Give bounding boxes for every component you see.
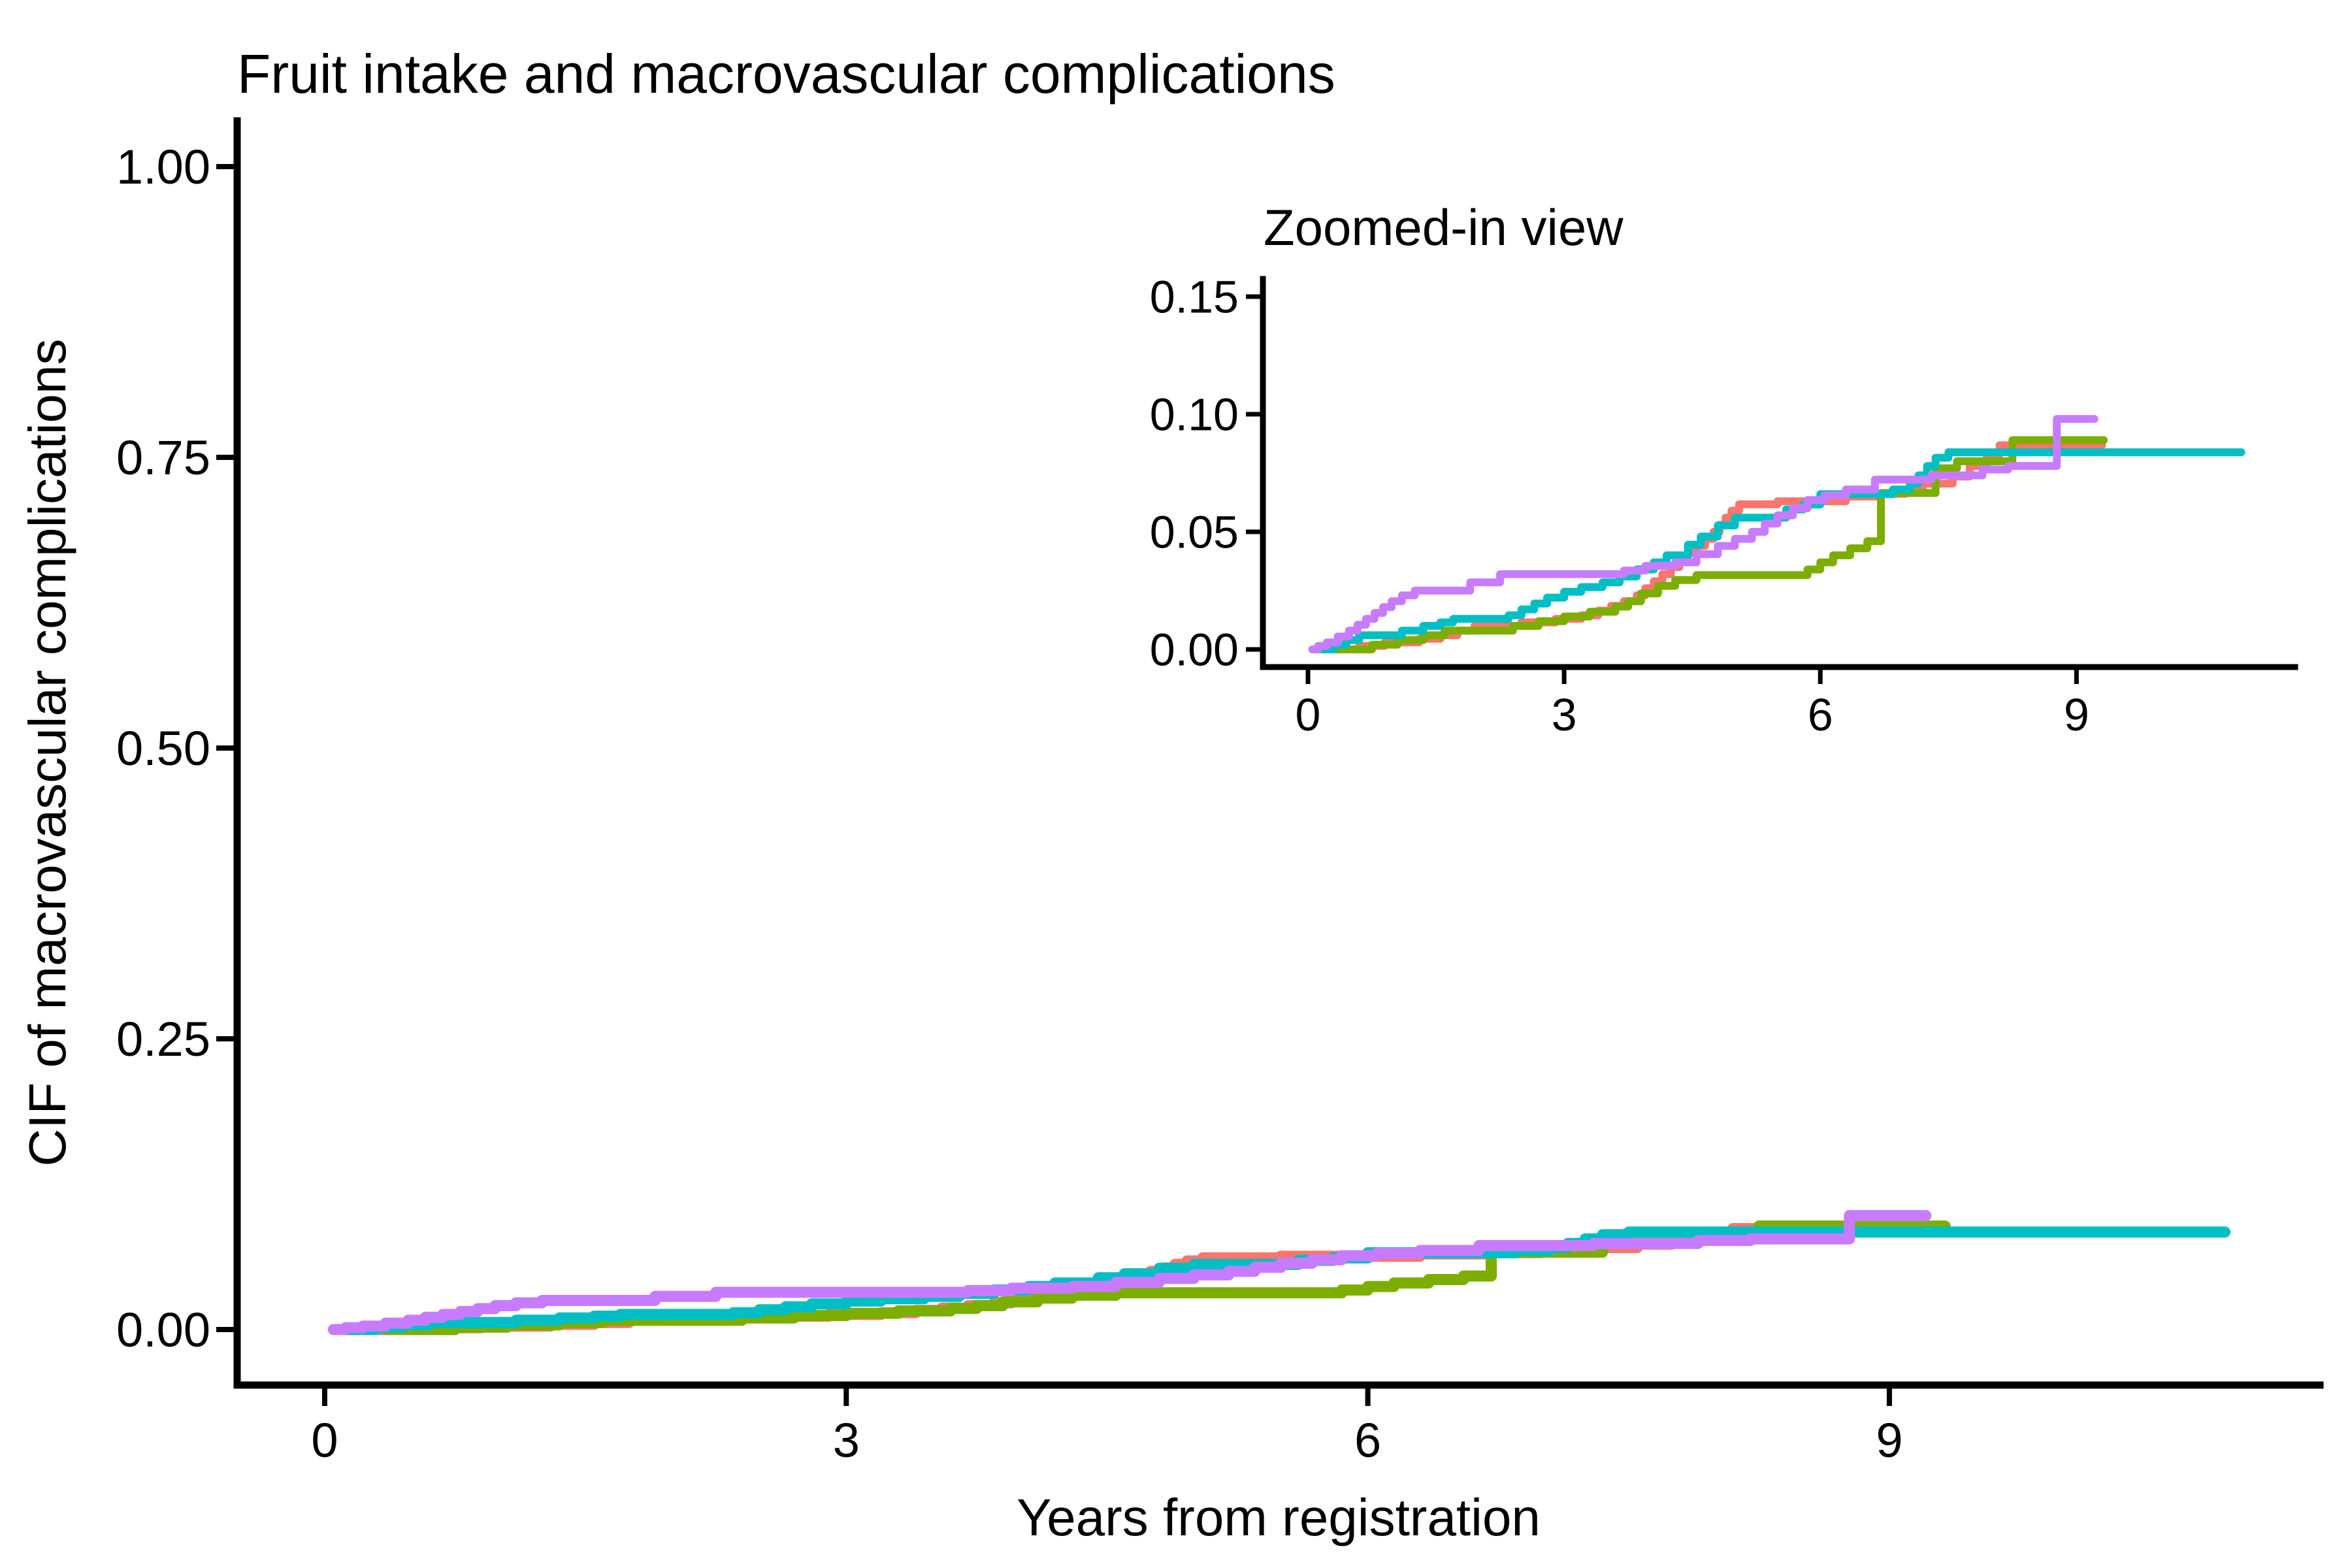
inset-y-tick-label: 0.10 — [1150, 389, 1239, 440]
main-y-tick-label: 0.50 — [116, 721, 210, 776]
main-y-tick-label: 0.25 — [116, 1012, 210, 1066]
main-y-axis-title: CIF of macrovascular complications — [18, 338, 76, 1166]
main-chart-panel: 0.00 0.25 0.50 0.75 1.00 0 3 6 9 — [116, 117, 2324, 1467]
main-y-tick-label: 0.75 — [116, 431, 210, 485]
main-chart-title: Fruit intake and macrovascular complicat… — [237, 43, 1335, 105]
main-y-tick-label: 0.00 — [116, 1303, 210, 1357]
inset-x-tick-label: 6 — [1808, 689, 1833, 740]
main-x-tick-label: 9 — [1876, 1413, 1903, 1467]
main-x-tick-label: 6 — [1354, 1413, 1381, 1467]
inset-y-tick-label: 0.00 — [1150, 625, 1239, 676]
main-y-tick-label: 1.00 — [116, 140, 210, 194]
inset-chart-panel: 0.00 0.05 0.10 0.15 0 3 6 9 — [1150, 272, 2298, 740]
main-x-axis-title: Years from registration — [1017, 1488, 1541, 1546]
inset-y-tick-label: 0.05 — [1150, 507, 1239, 558]
inset-chart-title: Zoomed-in view — [1264, 199, 1624, 256]
inset-series-purple-line — [1308, 415, 2099, 653]
inset-series-olive-line — [1333, 436, 2108, 653]
inset-x-tick-label: 3 — [1552, 689, 1577, 740]
main-x-tick-label: 3 — [833, 1413, 860, 1467]
inset-y-tick-label: 0.15 — [1150, 272, 1239, 323]
inset-x-tick-label: 9 — [2064, 689, 2089, 740]
inset-x-tick-label: 0 — [1296, 689, 1321, 740]
main-series-purple-line — [327, 1210, 1932, 1335]
main-x-tick-label: 0 — [311, 1413, 338, 1467]
